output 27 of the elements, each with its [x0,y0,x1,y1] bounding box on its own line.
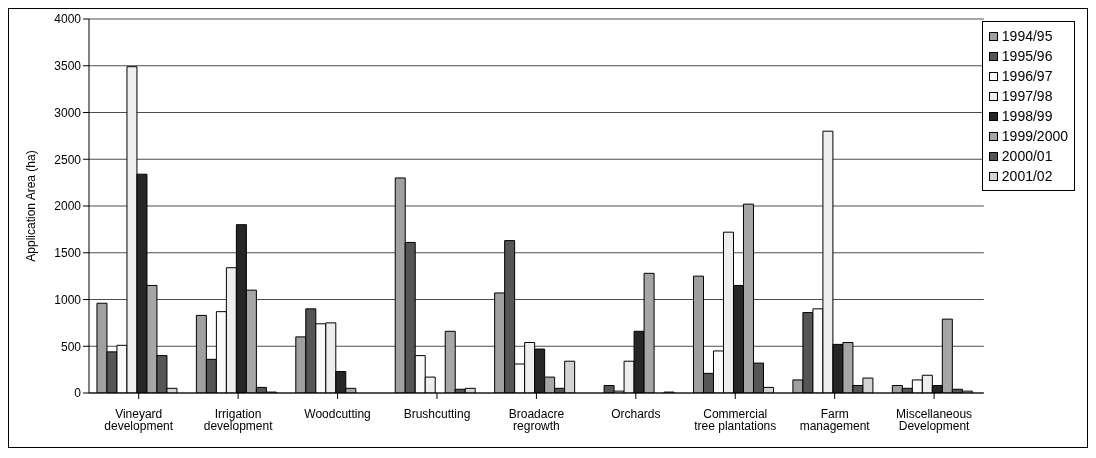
y-tick-label: 500 [60,339,82,354]
x-tick-label: Commercial tree plantations [694,406,777,433]
x-tick-label: Woodcutting [304,406,371,421]
y-tick-label: 1500 [54,246,82,261]
y-axis-title: Application Area (ha) [24,150,39,262]
y-tick-label: 2500 [54,152,82,167]
x-tick-label: Irrigation development [203,406,274,433]
y-tick-label: 3000 [54,105,82,120]
y-tick-label: 3500 [54,59,82,74]
legend-label: 2000/01 [1001,147,1053,166]
x-tick-label: Farm management [799,406,871,433]
legend-label: 2001/02 [1001,167,1053,186]
x-tick-label: Miscellaneous Development [896,406,973,433]
y-tick-label: 2000 [54,199,82,214]
legend-label: 1998/99 [1001,107,1053,126]
y-tick-label: 0 [74,386,82,401]
x-tick-label: Vineyard development [104,406,174,433]
legend-label: 1996/97 [1001,67,1053,86]
legend-label: 1997/98 [1001,87,1053,106]
x-tick-label: Brushcutting [403,406,471,421]
x-tick-label: Orchards [611,406,661,421]
y-tick-label: 1000 [54,292,82,307]
x-tick-label: Broadacre regrowth [508,406,565,433]
legend-label: 1999/2000 [1001,127,1068,146]
legend-label: 1995/96 [1001,47,1053,66]
legend-label: 1994/95 [1001,27,1053,46]
y-tick-label: 4000 [54,12,82,27]
